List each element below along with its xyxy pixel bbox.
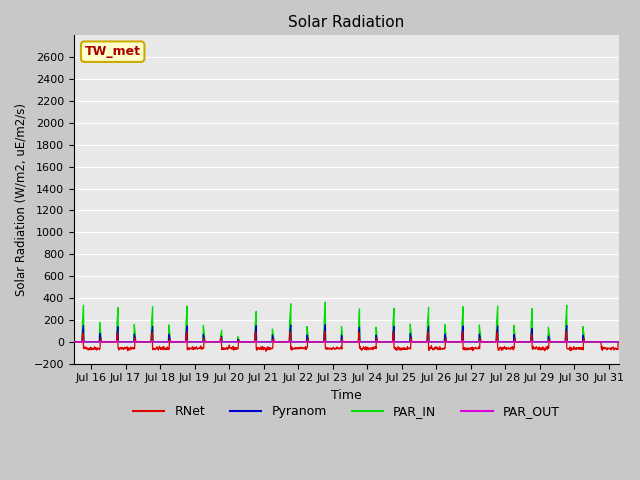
PAR_OUT <box>70 339 77 345</box>
Pyranom <box>240 339 248 345</box>
Title: Solar Radiation: Solar Radiation <box>288 15 404 30</box>
Line: RNet: RNet <box>74 331 619 351</box>
PAR_OUT <box>415 339 422 345</box>
Pyranom <box>615 339 623 345</box>
PAR_OUT <box>425 338 433 344</box>
PAR_IN <box>208 339 216 345</box>
PAR_OUT <box>321 337 329 343</box>
PAR_OUT <box>314 339 322 345</box>
Pyranom <box>314 339 322 345</box>
PAR_IN <box>104 339 112 345</box>
Pyranom <box>425 324 433 329</box>
Line: PAR_OUT: PAR_OUT <box>74 340 619 342</box>
Pyranom <box>208 339 216 345</box>
RNet <box>104 339 112 345</box>
Line: PAR_IN: PAR_IN <box>74 302 619 342</box>
RNet <box>615 339 623 345</box>
Text: TW_met: TW_met <box>84 45 141 58</box>
PAR_OUT <box>615 339 623 345</box>
X-axis label: Time: Time <box>331 389 362 402</box>
PAR_IN <box>240 339 248 345</box>
PAR_OUT <box>208 339 216 345</box>
RNet <box>563 328 570 334</box>
RNet <box>315 339 323 345</box>
Line: Pyranom: Pyranom <box>74 324 619 342</box>
RNet <box>415 339 422 345</box>
RNet <box>262 348 270 354</box>
Legend: RNet, Pyranom, PAR_IN, PAR_OUT: RNet, Pyranom, PAR_IN, PAR_OUT <box>128 400 564 423</box>
PAR_IN <box>321 299 329 305</box>
PAR_IN <box>415 339 422 345</box>
PAR_IN <box>425 304 433 310</box>
PAR_OUT <box>104 339 112 345</box>
Pyranom <box>415 339 422 345</box>
RNet <box>425 346 433 351</box>
Y-axis label: Solar Radiation (W/m2, uE/m2/s): Solar Radiation (W/m2, uE/m2/s) <box>15 103 28 296</box>
PAR_OUT <box>240 339 248 345</box>
PAR_IN <box>70 339 77 345</box>
Pyranom <box>104 339 112 345</box>
RNet <box>240 339 248 345</box>
PAR_IN <box>615 339 623 345</box>
Pyranom <box>321 322 329 327</box>
RNet <box>70 339 77 345</box>
Pyranom <box>70 339 77 345</box>
PAR_IN <box>314 339 322 345</box>
RNet <box>208 339 216 345</box>
